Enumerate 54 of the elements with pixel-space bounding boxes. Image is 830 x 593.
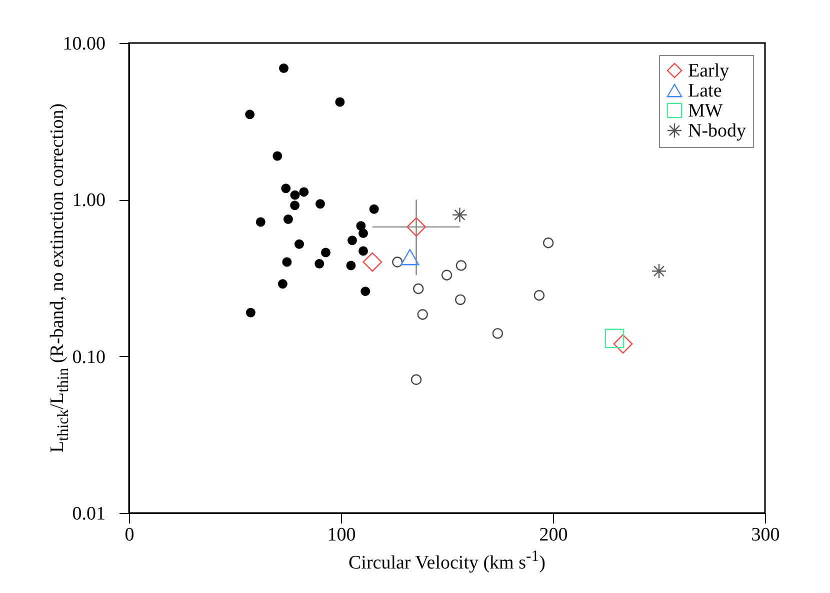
point — [613, 334, 633, 354]
x-tick-label: 200 — [539, 524, 568, 546]
y-tick-label: 0.01 — [72, 504, 106, 524]
point — [452, 207, 468, 223]
point — [283, 214, 293, 224]
point — [362, 252, 382, 272]
legend-label: Early — [688, 60, 730, 82]
point — [392, 256, 403, 268]
legend-label: Late — [688, 80, 722, 102]
point — [314, 259, 324, 268]
point — [417, 309, 428, 320]
point — [356, 221, 366, 231]
point — [651, 263, 667, 279]
x-axis-title: Circular Velocity (km s$^{-1}$) — [348, 548, 546, 574]
point — [410, 374, 422, 385]
point — [358, 246, 368, 256]
point — [542, 238, 554, 248]
point — [369, 204, 379, 214]
point — [290, 200, 300, 210]
y-tick-label: 10.00 — [62, 34, 106, 54]
point — [413, 283, 424, 294]
point — [400, 248, 420, 266]
legend-label: N-body — [688, 120, 747, 142]
point — [346, 260, 356, 270]
point — [281, 184, 291, 194]
point — [492, 328, 504, 339]
point — [360, 286, 370, 296]
point — [347, 236, 357, 246]
point — [299, 187, 309, 197]
point — [272, 151, 282, 161]
point — [534, 290, 545, 301]
point — [456, 260, 467, 271]
point — [256, 217, 266, 227]
point — [279, 64, 289, 73]
point — [455, 294, 466, 305]
x-tick-label: 300 — [751, 524, 780, 546]
x-tick-label: 100 — [327, 524, 356, 546]
point — [282, 257, 292, 267]
y-tick-label: 0.10 — [72, 346, 106, 368]
point — [245, 110, 255, 120]
point — [315, 199, 325, 209]
point — [441, 270, 452, 280]
y-tick-label: 1.00 — [72, 190, 106, 212]
legend-label: MW — [688, 100, 723, 122]
point — [335, 97, 345, 107]
point — [290, 190, 300, 200]
point — [406, 217, 426, 237]
x-tick-label: 0 — [124, 524, 134, 546]
point — [358, 228, 368, 238]
point — [246, 308, 256, 318]
point — [278, 279, 288, 289]
point — [604, 328, 624, 348]
point — [320, 248, 330, 258]
point — [294, 239, 304, 249]
